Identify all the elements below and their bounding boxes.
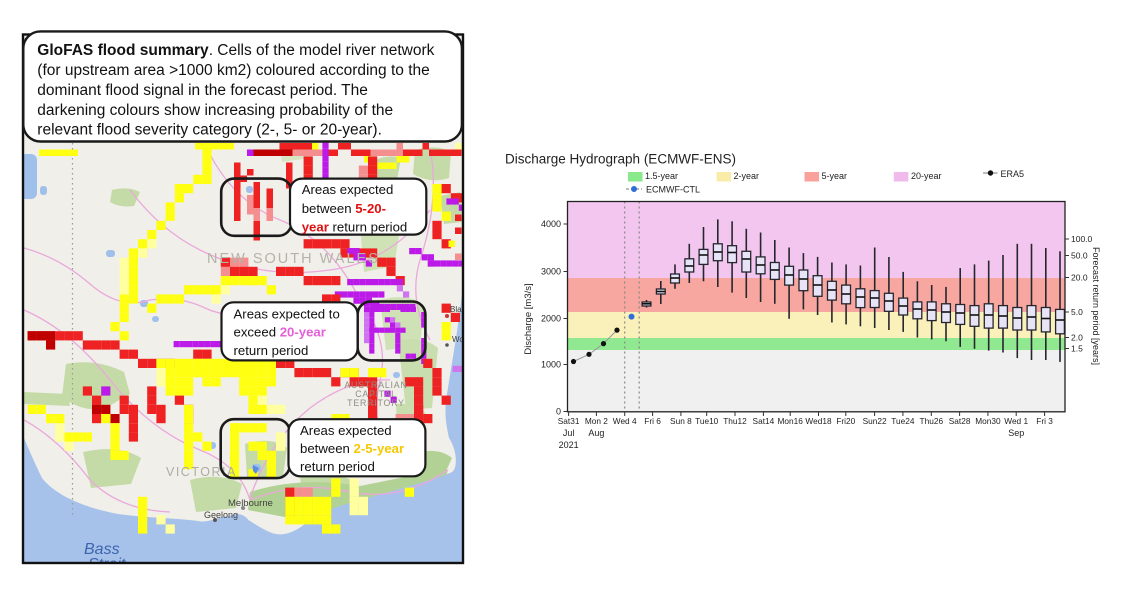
svg-text:Discharge [m3/s]: Discharge [m3/s]	[523, 283, 534, 354]
svg-text:relevant flood severity catego: relevant flood severity category (2-, 5-…	[37, 122, 382, 139]
svg-text:Sun22: Sun22	[863, 416, 887, 426]
svg-text:Areas expected: Areas expected	[302, 182, 394, 197]
svg-text:20.0: 20.0	[1071, 273, 1088, 283]
svg-text:Sep: Sep	[1008, 428, 1024, 438]
svg-text:1.5: 1.5	[1071, 344, 1083, 354]
svg-text:TERRITORY: TERRITORY	[347, 398, 405, 408]
svg-text:Geelong: Geelong	[204, 510, 238, 520]
svg-text:50.0: 50.0	[1071, 251, 1088, 261]
svg-text:Mon16: Mon16	[778, 416, 804, 426]
svg-text:Sun 8: Sun 8	[670, 416, 692, 426]
svg-text:5-year: 5-year	[822, 171, 848, 181]
svg-text:Bla: Bla	[450, 305, 462, 314]
svg-text:Areas expected: Areas expected	[300, 423, 392, 438]
svg-text:Tue10: Tue10	[695, 416, 719, 426]
svg-text:20-year: 20-year	[911, 171, 942, 181]
svg-text:Sat31: Sat31	[558, 416, 580, 426]
svg-text:Melbourne: Melbourne	[228, 498, 273, 509]
svg-text:return period: return period	[300, 459, 375, 474]
svg-text:Aug: Aug	[588, 428, 604, 438]
svg-text:1000: 1000	[541, 360, 561, 370]
svg-text:CAPITAL: CAPITAL	[355, 389, 397, 399]
svg-text:Tue24: Tue24	[891, 416, 915, 426]
svg-text:2-year: 2-year	[734, 171, 760, 181]
svg-text:between 5-20-: between 5-20-	[302, 201, 386, 216]
svg-text:Bass: Bass	[84, 541, 120, 558]
svg-text:Wed 1: Wed 1	[1004, 416, 1028, 426]
svg-text:Forecast return period [years]: Forecast return period [years]	[1091, 247, 1101, 365]
svg-text:5.0: 5.0	[1071, 307, 1083, 317]
svg-text:exceed 20-year: exceed 20-year	[234, 325, 326, 340]
svg-text:2021: 2021	[559, 440, 579, 450]
svg-text:Fri20: Fri20	[836, 416, 855, 426]
svg-text:4000: 4000	[541, 219, 561, 229]
svg-text:return period: return period	[234, 343, 309, 358]
svg-text:Fri 6: Fri 6	[644, 416, 661, 426]
svg-text:100.0: 100.0	[1071, 234, 1093, 244]
svg-text:between 2-5-year: between 2-5-year	[300, 441, 404, 456]
svg-text:3000: 3000	[541, 267, 561, 277]
svg-text:Thu26: Thu26	[920, 416, 944, 426]
svg-text:Wo: Wo	[452, 335, 464, 344]
svg-text:2000: 2000	[541, 314, 561, 324]
svg-text:dominant flood signal in the f: dominant flood signal in the forecast pe…	[37, 82, 368, 99]
svg-text:Mon30: Mon30	[975, 416, 1001, 426]
svg-text:ERA5: ERA5	[1001, 169, 1025, 179]
svg-text:Sat28: Sat28	[949, 416, 971, 426]
svg-text:year return period: year return period	[302, 220, 408, 235]
svg-text:Wed18: Wed18	[805, 416, 832, 426]
svg-text:Strait: Strait	[88, 556, 126, 573]
svg-text:1.5-year: 1.5-year	[645, 171, 678, 181]
svg-text:Mon 2: Mon 2	[585, 416, 608, 426]
svg-text:VICTORIA: VICTORIA	[166, 465, 237, 479]
svg-text:0: 0	[556, 407, 561, 417]
svg-text:Sat14: Sat14	[753, 416, 775, 426]
svg-text:(for upstream area >1000 km2): (for upstream area >1000 km2) coloured a…	[37, 62, 429, 79]
svg-text:AUSTRALIAN: AUSTRALIAN	[344, 380, 407, 390]
svg-text:Fri 3: Fri 3	[1036, 416, 1053, 426]
svg-text:Discharge Hydrograph (ECMWF-EN: Discharge Hydrograph (ECMWF-ENS)	[505, 152, 736, 167]
svg-text:Thu12: Thu12	[723, 416, 747, 426]
svg-text:ECMWF-CTL: ECMWF-CTL	[646, 185, 700, 195]
svg-text:Jul: Jul	[563, 428, 575, 438]
svg-text:GloFAS flood summary. Cells of: GloFAS flood summary. Cells of the model…	[37, 42, 434, 59]
svg-text:Areas expected to: Areas expected to	[234, 307, 340, 322]
svg-text:NEW SOUTH WALES: NEW SOUTH WALES	[207, 251, 380, 267]
svg-text:Wed 4: Wed 4	[613, 416, 637, 426]
svg-text:darkening colours show increas: darkening colours show increasing probab…	[37, 102, 393, 119]
svg-text:2.0: 2.0	[1071, 333, 1083, 343]
